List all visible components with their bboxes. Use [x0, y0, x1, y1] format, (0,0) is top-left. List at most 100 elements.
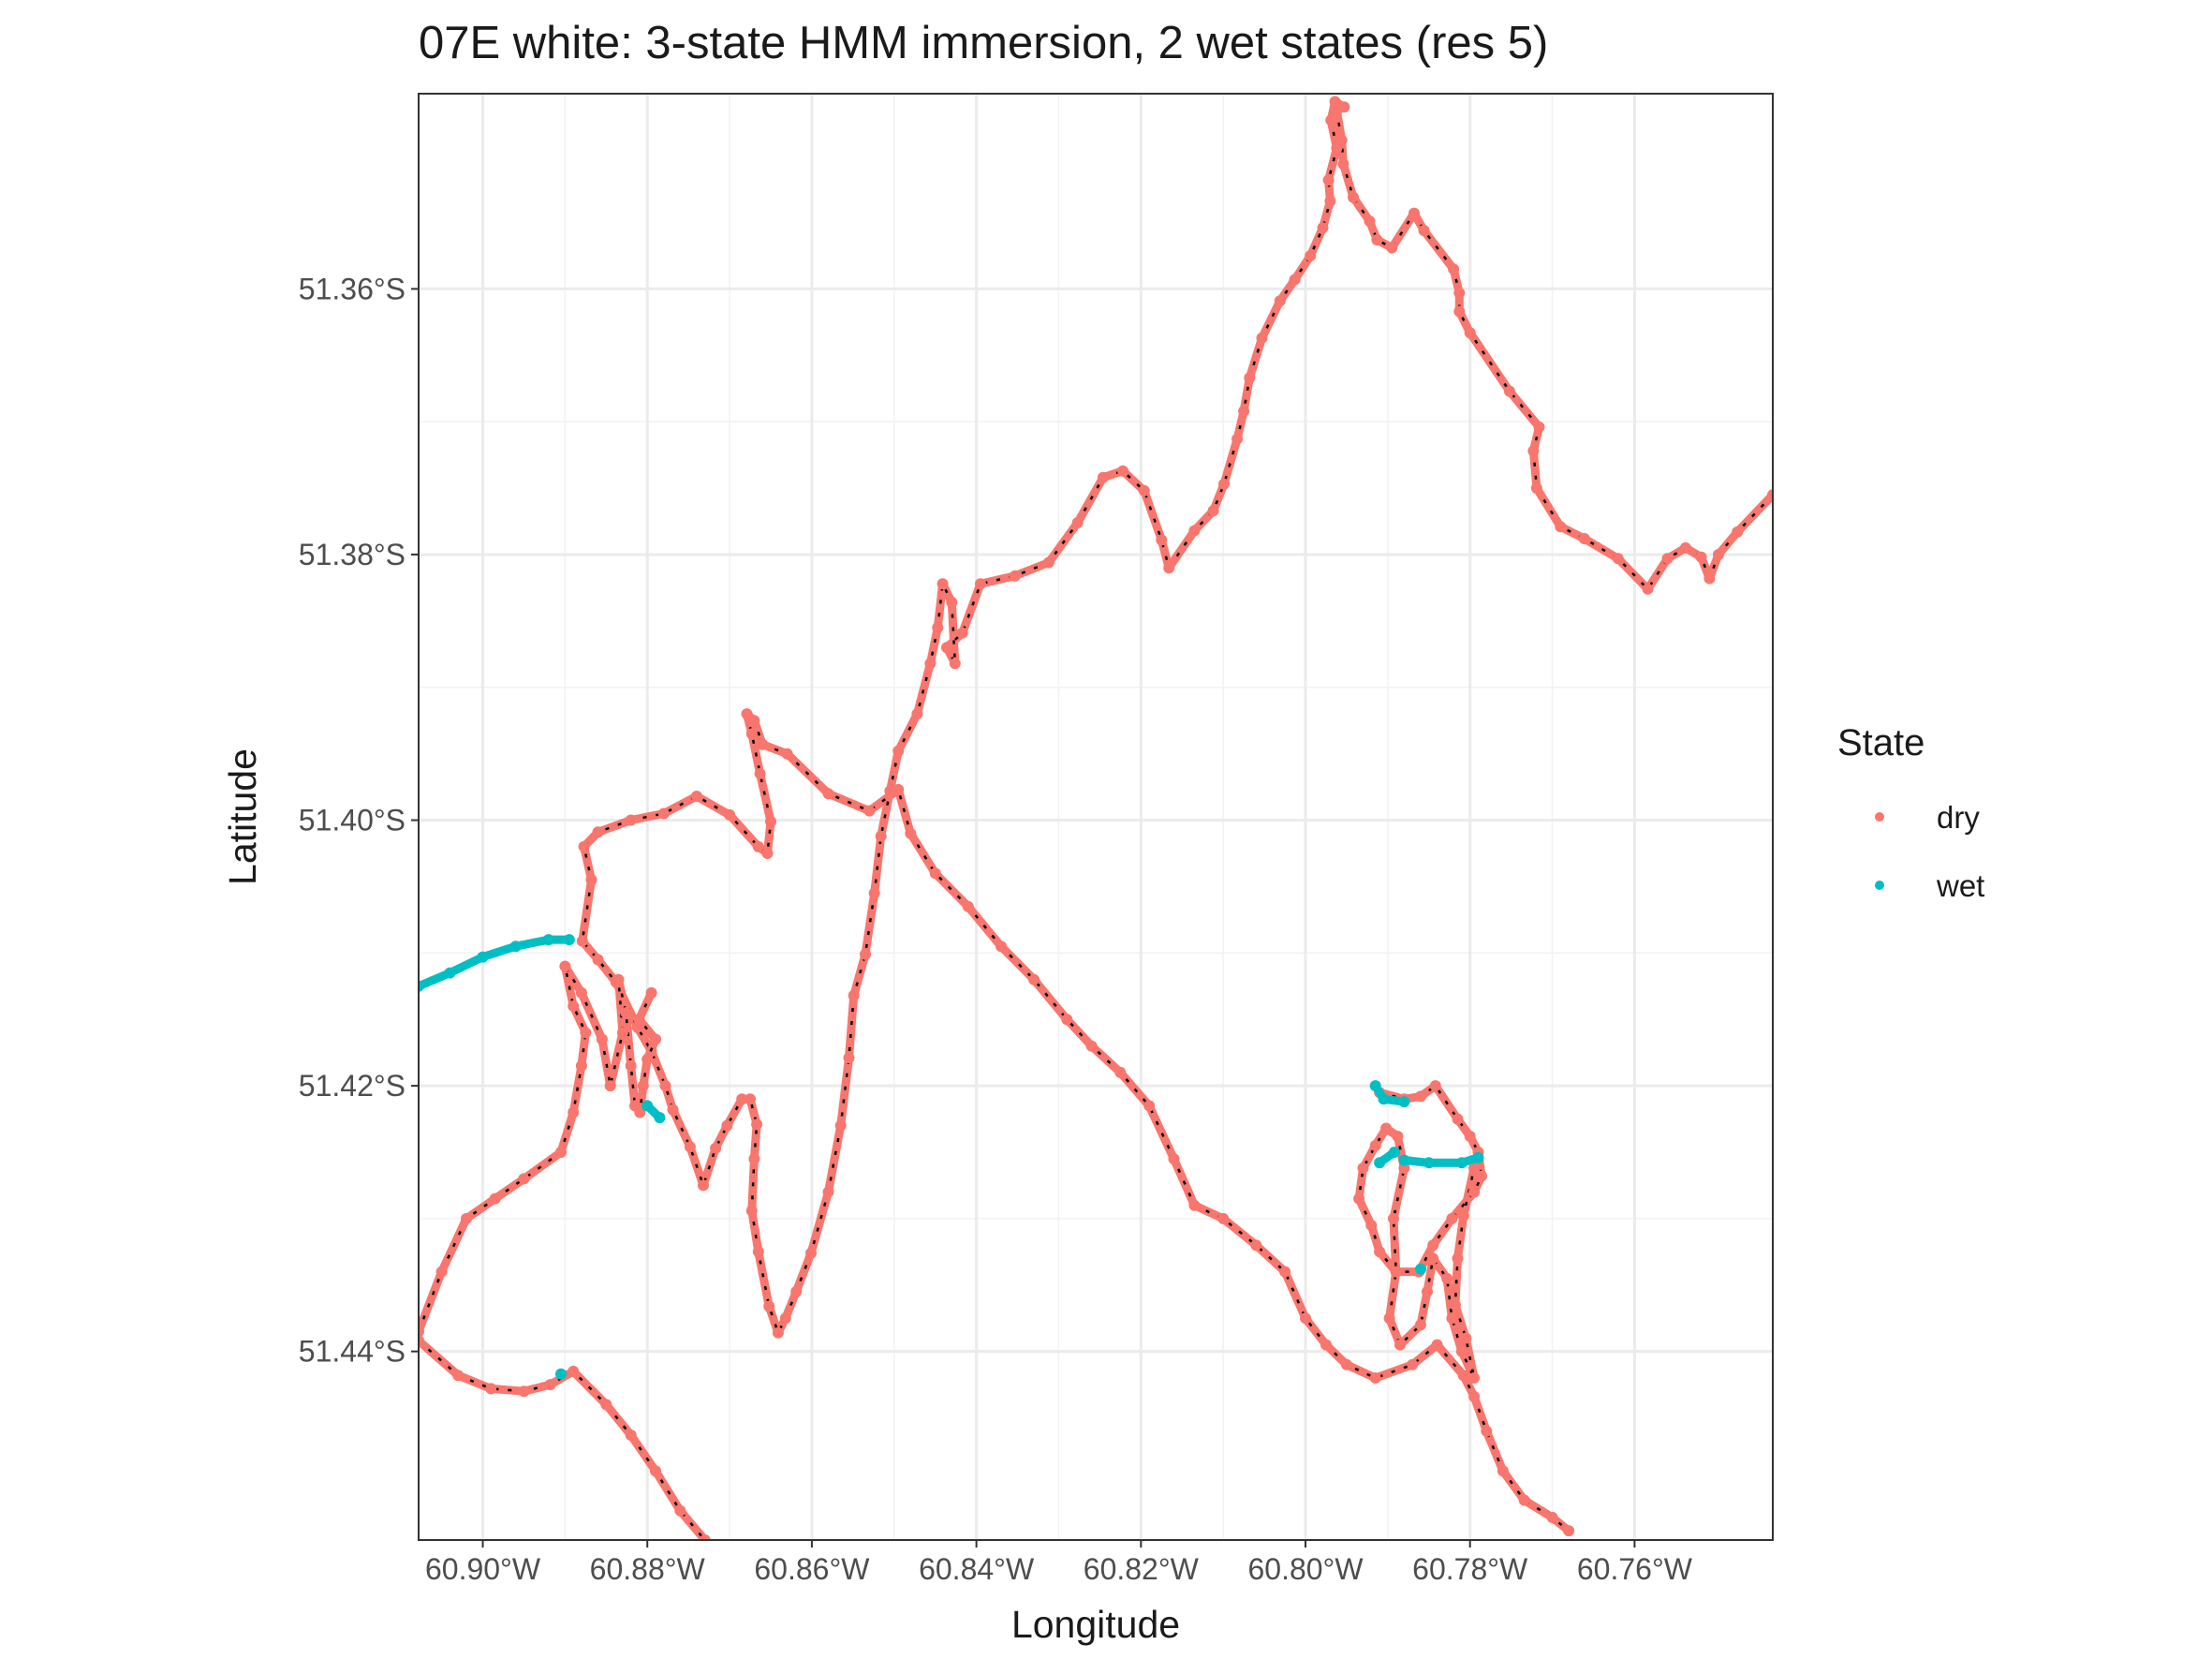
dry-point [1369, 1139, 1381, 1151]
dry-point [555, 1147, 567, 1158]
dry-point [765, 816, 776, 827]
dry-point [674, 1504, 686, 1517]
y-tick-label: 51.36°S [299, 272, 406, 305]
dry-point [1422, 1285, 1433, 1297]
dry-point [1468, 1163, 1481, 1174]
dry-point [1388, 1212, 1399, 1224]
dry-point [684, 1141, 696, 1153]
dry-point [1527, 445, 1540, 457]
dry-point [585, 874, 597, 886]
dry-point [1578, 533, 1590, 544]
dry-point [761, 848, 774, 859]
dry-point [1398, 1163, 1410, 1174]
dry-point [1642, 583, 1654, 595]
dry-point [1481, 1425, 1493, 1437]
dry-point [754, 767, 766, 779]
dry-point [863, 805, 876, 817]
dry-point [1457, 1370, 1469, 1382]
dry-point [435, 1266, 448, 1278]
dry-point [1374, 1246, 1386, 1258]
dry-point [612, 973, 625, 985]
dry-point [892, 745, 905, 757]
plot-border [418, 93, 1774, 1541]
dry-point [1533, 421, 1545, 433]
dry-point [790, 1285, 803, 1297]
wet-point [542, 934, 554, 946]
x-tick-label: 60.86°W [754, 1552, 870, 1586]
dry-point [1317, 222, 1329, 234]
dry-point [485, 1383, 497, 1395]
dry-point [625, 814, 637, 826]
x-tick-label: 60.84°W [919, 1552, 1035, 1586]
dry-point [1415, 1319, 1426, 1331]
y-tick-label: 51.44°S [299, 1335, 406, 1369]
legend-label-wet: wet [1936, 868, 1984, 903]
dry-point [657, 807, 670, 820]
dry-point [1338, 101, 1350, 113]
plot-background [419, 94, 1773, 1540]
dry-point [1156, 534, 1168, 546]
dry-point [620, 1007, 632, 1019]
dry-point [690, 791, 702, 802]
dry-point [1464, 1131, 1476, 1142]
dry-point [1546, 1511, 1558, 1523]
wet-point [555, 1368, 567, 1380]
dry-point [868, 887, 880, 899]
dry-point [645, 986, 657, 999]
dry-point [596, 1033, 608, 1045]
dry-point [1231, 433, 1244, 445]
dry-point [1117, 465, 1128, 477]
dry-point [698, 1179, 709, 1192]
dry-point [1207, 505, 1219, 517]
dry-point [1238, 405, 1250, 417]
dry-point [699, 1534, 711, 1540]
dry-point [1365, 1220, 1378, 1231]
dry-point [1679, 541, 1691, 554]
dry-point [1250, 1239, 1262, 1252]
dry-point [822, 788, 834, 800]
dry-point [1497, 1465, 1509, 1477]
dry-point [452, 1370, 465, 1382]
dry-point [1279, 1266, 1291, 1278]
wet-track [1399, 1153, 1482, 1167]
dry-point [929, 867, 941, 880]
dry-point [1383, 1312, 1395, 1325]
dry-point [1061, 1014, 1073, 1026]
dry-point [1353, 1192, 1365, 1205]
dry-point [600, 1399, 612, 1411]
y-tick-label: 51.38°S [299, 538, 406, 571]
legend-title: State [1837, 722, 1924, 763]
dry-point [641, 1053, 654, 1065]
legend: State dry wet [1837, 722, 1984, 903]
dry-point [1518, 1494, 1530, 1506]
x-tick-label: 60.90°W [425, 1552, 541, 1586]
dry-point [1555, 521, 1567, 533]
x-axis-title: Longitude [1011, 1603, 1180, 1646]
dry-point [1453, 305, 1466, 318]
dry-point [1188, 1199, 1201, 1211]
dry-point [592, 826, 604, 838]
dry-point [592, 954, 604, 966]
legend-label-dry: dry [1937, 800, 1980, 835]
dry-point [1457, 1210, 1469, 1222]
legend-key-wet [1875, 881, 1884, 890]
dry-point [751, 1118, 763, 1131]
wet-point [1388, 1147, 1400, 1158]
dry-point [1348, 191, 1359, 203]
dry-point [892, 783, 905, 795]
dry-point [1322, 174, 1335, 186]
wet-point [1455, 1157, 1467, 1169]
dry-point [575, 1059, 587, 1072]
dry-point [1071, 517, 1084, 528]
dry-point [941, 642, 952, 654]
dry-point [956, 627, 968, 639]
dry-point [1394, 1339, 1406, 1351]
dry-point [875, 830, 887, 842]
dry-point [1468, 1390, 1481, 1402]
dry-point [625, 1429, 637, 1441]
dry-point [1300, 1312, 1311, 1325]
dry-point [757, 738, 769, 750]
dry-point [741, 708, 753, 720]
dry-point [568, 1365, 580, 1377]
wet-point [477, 951, 489, 963]
